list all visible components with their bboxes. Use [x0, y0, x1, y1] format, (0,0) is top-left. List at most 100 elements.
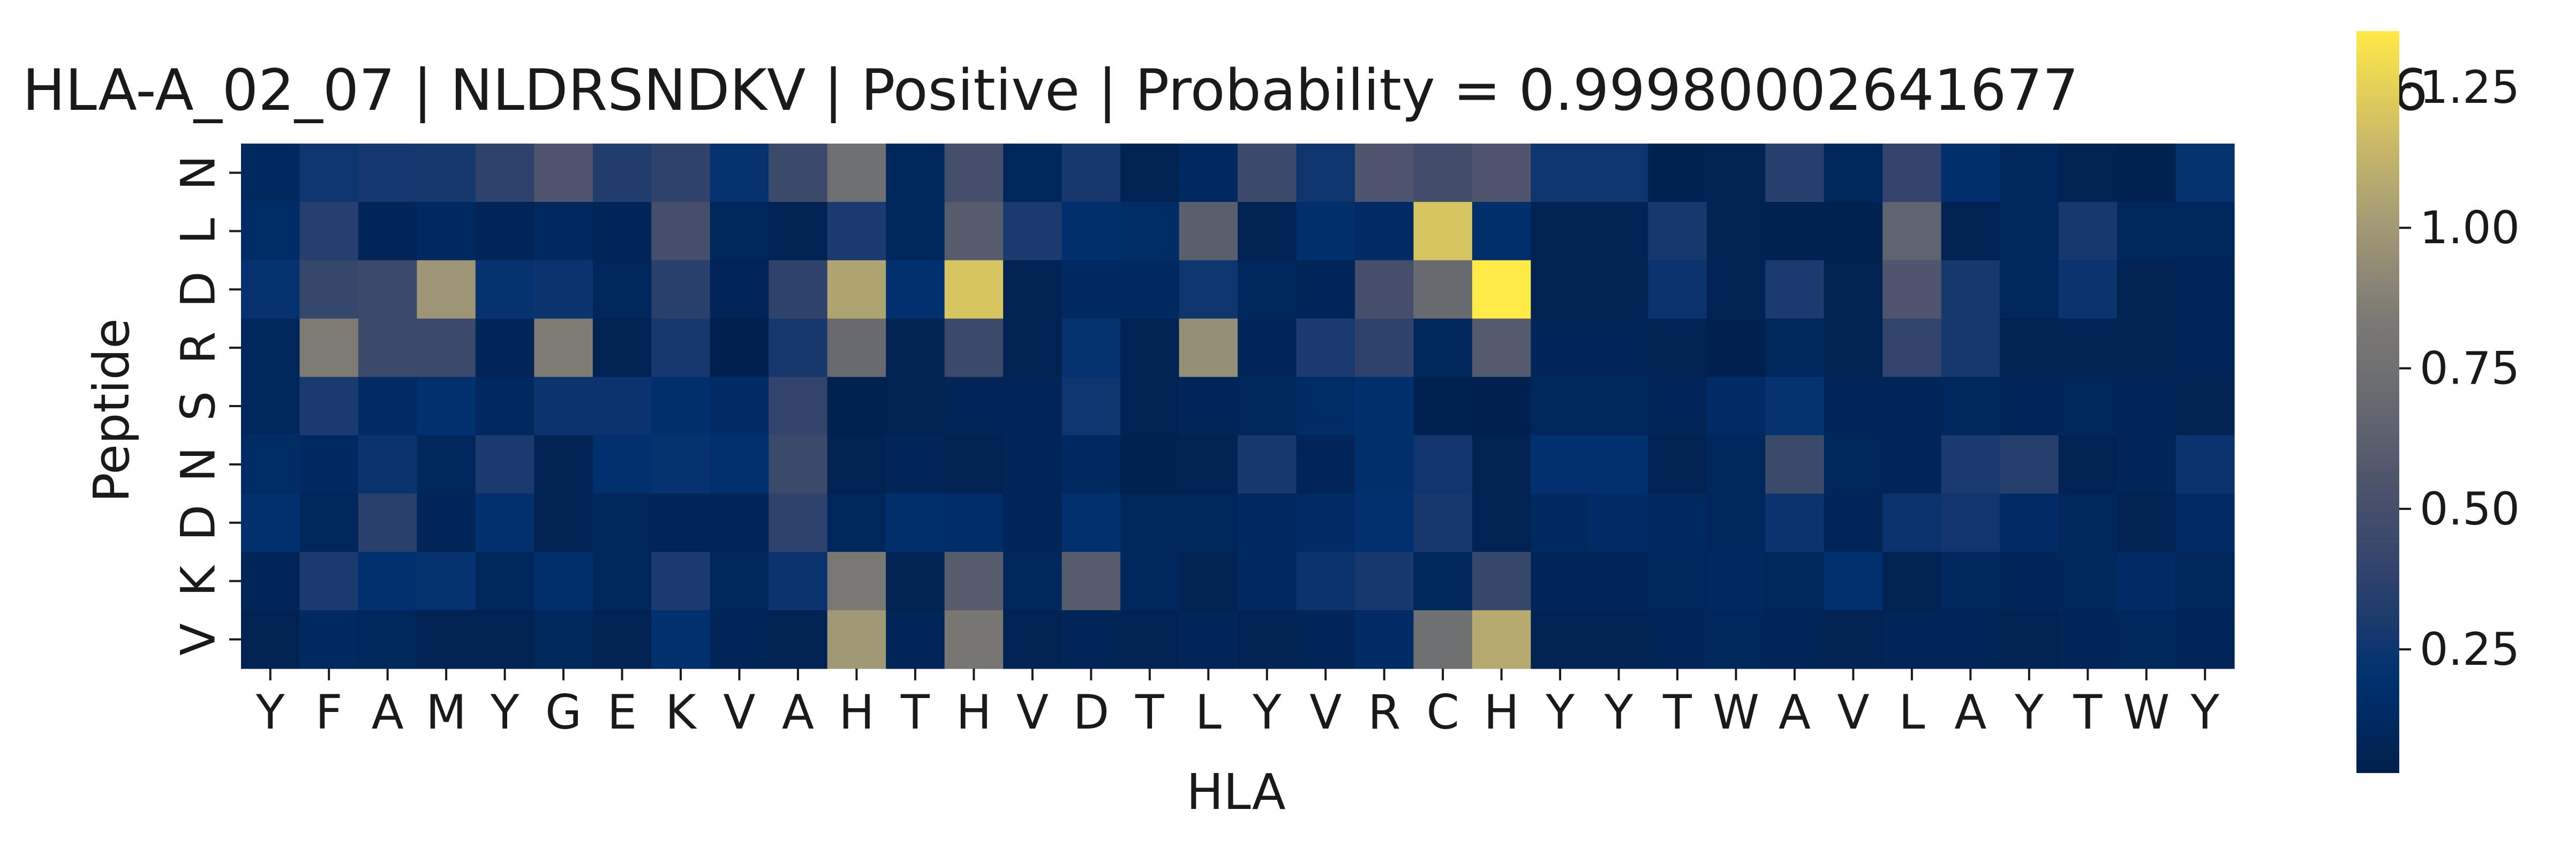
heatmap-cell: [1120, 144, 1180, 202]
heatmap-cell: [651, 435, 711, 494]
heatmap-cell: [1706, 377, 1766, 436]
heatmap-cell: [2058, 552, 2118, 611]
heatmap-cell: [1296, 435, 1355, 494]
heatmap-cell: [651, 260, 711, 319]
x-tick-label: R: [1368, 685, 1400, 740]
heatmap-cell: [1531, 144, 1590, 202]
y-tick-label: N: [171, 447, 226, 482]
heatmap-cell: [827, 377, 886, 436]
colorbar-tick-label: 0.50: [2420, 483, 2520, 535]
heatmap-cell: [944, 260, 1004, 319]
heatmap-cell: [1120, 201, 1180, 261]
x-tick-label: F: [315, 685, 343, 740]
heatmap-cell: [1238, 552, 1297, 611]
y-tick-label: D: [171, 271, 226, 308]
heatmap-cell: [769, 610, 828, 669]
heatmap-cell: [534, 144, 593, 202]
heatmap-cell: [1120, 377, 1180, 436]
heatmap-cell: [1061, 610, 1121, 669]
heatmap-cell: [1882, 493, 1942, 552]
heatmap-cell: [534, 493, 593, 552]
heatmap-cell: [1941, 201, 2000, 261]
heatmap-cell: [2117, 435, 2176, 494]
heatmap-cell: [417, 260, 476, 319]
heatmap-cell: [1120, 493, 1180, 552]
heatmap-cell: [1238, 610, 1297, 669]
heatmap-cell: [1472, 201, 1531, 261]
x-tick-label: L: [1899, 685, 1925, 740]
heatmap-cell: [358, 493, 418, 552]
heatmap-cell: [592, 144, 652, 202]
heatmap-cell: [710, 260, 769, 319]
heatmap-cell: [944, 377, 1004, 436]
x-tick-label: W: [1713, 685, 1759, 740]
heatmap-cell: [1238, 435, 1297, 494]
heatmap-cell: [475, 144, 534, 202]
heatmap-cell: [1589, 610, 1648, 669]
heatmap-cell: [1648, 493, 1707, 552]
heatmap-cell: [1003, 610, 1063, 669]
x-tick-label: T: [1662, 685, 1692, 740]
x-tick-label: A: [1779, 685, 1811, 740]
heatmap-cell: [886, 493, 945, 552]
heatmap-cell: [1648, 144, 1707, 202]
heatmap-cell: [1824, 377, 1883, 436]
heatmap-cell: [1354, 552, 1414, 611]
heatmap-cell: [1765, 377, 1825, 436]
heatmap-cell: [534, 610, 593, 669]
heatmap-cell: [827, 144, 886, 202]
colorbar: 0.25 0.50 0.75 1.00 1.25: [2356, 31, 2520, 773]
heatmap-cell: [1531, 493, 1590, 552]
heatmap-cell: [1589, 493, 1648, 552]
heatmap-cell: [651, 201, 711, 261]
heatmap-cell: [592, 435, 652, 494]
heatmap-cell: [2175, 435, 2235, 494]
heatmap-cell: [1824, 493, 1883, 552]
heatmap-cell: [1003, 377, 1063, 436]
heatmap-cell: [1472, 260, 1531, 319]
heatmap-cell: [1238, 201, 1297, 261]
heatmap-cell: [1413, 144, 1473, 202]
heatmap-cell: [1765, 493, 1825, 552]
heatmap-cell: [358, 610, 418, 669]
heatmap-cell: [475, 201, 534, 261]
heatmap-cell: [651, 610, 711, 669]
x-tick-label: G: [545, 685, 582, 740]
heatmap-cell: [769, 435, 828, 494]
heatmap-cell: [1882, 610, 1942, 669]
heatmap-cell: [534, 318, 593, 378]
heatmap-cell: [827, 610, 886, 669]
heatmap-cell: [886, 260, 945, 319]
heatmap-cell: [827, 435, 886, 494]
heatmap-cell: [2000, 493, 2059, 552]
heatmap-cell: [592, 377, 652, 436]
heatmap-cell: [2175, 493, 2235, 552]
heatmap-cell: [1589, 435, 1648, 494]
heatmap-cell: [1941, 610, 2000, 669]
heatmap-cell: [1882, 318, 1942, 378]
heatmap-cell: [1648, 260, 1707, 319]
heatmap-cell: [1589, 377, 1648, 436]
x-tick-label: E: [607, 685, 637, 740]
heatmap-cell: [1824, 144, 1883, 202]
heatmap-cell: [1413, 377, 1473, 436]
heatmap-cell: [1354, 201, 1414, 261]
heatmap-cell: [1765, 435, 1825, 494]
y-tick-label: V: [171, 623, 226, 655]
heatmap-cell: [1413, 318, 1473, 378]
heatmap-cell: [417, 610, 476, 669]
x-tick-label: K: [665, 685, 697, 740]
heatmap-cell: [769, 493, 828, 552]
heatmap-cell: [710, 144, 769, 202]
heatmap-cell: [1120, 435, 1180, 494]
heatmap-cell: [2058, 377, 2118, 436]
heatmap-cell: [358, 377, 418, 436]
heatmap-cell: [241, 377, 300, 436]
heatmap-cell: [2058, 201, 2118, 261]
x-tick-label: Y: [2014, 685, 2044, 740]
heatmap-cell: [769, 552, 828, 611]
heatmap-cell: [1120, 318, 1180, 378]
heatmap-cell: [1589, 552, 1648, 611]
heatmap-cell: [1824, 435, 1883, 494]
